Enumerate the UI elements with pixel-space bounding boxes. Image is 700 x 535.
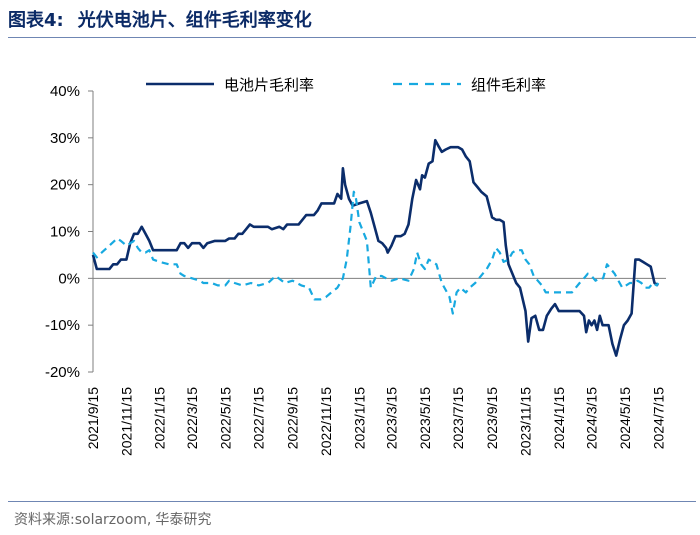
figure-title-text: 光伏电池片、组件毛利率变化 <box>77 10 312 31</box>
source-org: 华泰研究 <box>155 512 212 528</box>
series-line-cell-margin <box>91 138 659 357</box>
x-tick-label: 2023/5/15 <box>417 387 433 449</box>
x-tick-label: 2022/7/15 <box>251 387 267 449</box>
source-note: 资料来源:solarzoom, 华泰研究 <box>14 509 211 529</box>
x-tick-label: 2024/1/15 <box>551 387 567 449</box>
figure-label: 图表4: <box>8 10 64 31</box>
y-tick-label: 0% <box>58 270 80 287</box>
legend: 电池片毛利率 组件毛利率 <box>146 76 546 94</box>
x-tick-label: 2024/7/15 <box>650 387 666 449</box>
axes: 40% 30% 20% 10% 0% -10% -20% 2021/9/15 2021/11/1… <box>45 83 666 456</box>
x-tick-label: 2022/1/15 <box>152 387 168 449</box>
y-tick-label: 30% <box>50 130 80 147</box>
legend-label-module: 组件毛利率 <box>471 76 546 94</box>
y-tick-label: 10% <box>50 224 80 241</box>
y-tick-label: -10% <box>45 317 80 334</box>
series-layer <box>91 138 660 357</box>
x-tick-label: 2021/9/15 <box>85 387 101 449</box>
y-tick-label: -20% <box>45 364 80 381</box>
figure-header: 图表4: 光伏电池片、组件毛利率变化 <box>0 0 700 38</box>
x-tick-label: 2023/3/15 <box>384 387 400 449</box>
figure-title: 图表4: 光伏电池片、组件毛利率变化 <box>8 6 312 32</box>
x-tick-label: 2023/1/15 <box>351 387 367 449</box>
x-tick-label: 2022/3/15 <box>184 387 200 449</box>
x-tick-label: 2022/5/15 <box>217 387 233 449</box>
x-tick-label: 2023/11/15 <box>517 387 533 456</box>
bottom-rule <box>8 501 696 502</box>
top-rule <box>8 37 696 38</box>
source-text: solarzoom, <box>74 512 152 528</box>
x-tick-label: 2021/11/15 <box>118 387 134 456</box>
source-label: 资料来源: <box>14 512 75 528</box>
legend-label-cell: 电池片毛利率 <box>224 76 314 94</box>
y-tick-label: 20% <box>50 177 80 194</box>
series-line-module-margin <box>92 190 660 315</box>
x-tick-label: 2024/5/15 <box>617 387 633 449</box>
x-tick-label: 2024/3/15 <box>584 387 600 449</box>
line-chart: 40% 30% 20% 10% 0% -10% -20% 2021/9/15 2021/11/1… <box>45 76 666 456</box>
x-tick-label: 2022/11/15 <box>318 387 334 456</box>
x-tick-label: 2023/9/15 <box>484 387 500 449</box>
x-tick-label: 2022/9/15 <box>285 387 301 449</box>
y-tick-label: 40% <box>50 83 80 100</box>
x-tick-label: 2023/7/15 <box>450 387 466 449</box>
